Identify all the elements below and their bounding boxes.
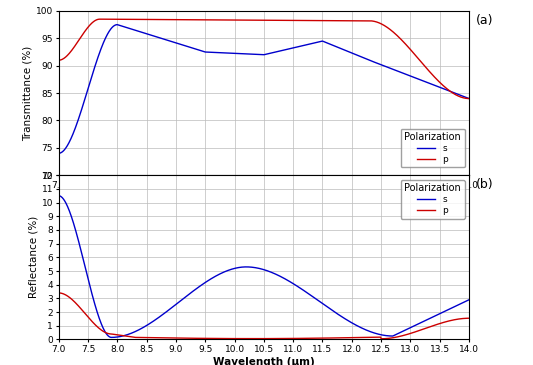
p — [222, 18, 228, 22]
p — [221, 337, 228, 341]
s — [466, 297, 472, 302]
s — [338, 46, 344, 51]
p — [337, 336, 344, 340]
Line: p: p — [59, 19, 469, 99]
Text: (a): (a) — [476, 14, 494, 27]
s — [376, 62, 382, 66]
s — [383, 65, 390, 69]
s — [98, 320, 104, 324]
s — [383, 334, 390, 338]
Y-axis label: Transmittance (%): Transmittance (%) — [23, 46, 33, 141]
s — [114, 23, 120, 27]
Legend: s, p: s, p — [401, 128, 465, 168]
p — [466, 316, 472, 320]
s — [237, 265, 243, 270]
p — [375, 335, 382, 339]
s — [237, 51, 243, 56]
p — [96, 17, 103, 22]
p — [237, 18, 243, 22]
s — [108, 335, 115, 339]
Y-axis label: Reflectance (%): Reflectance (%) — [29, 216, 39, 299]
Line: s: s — [59, 196, 469, 337]
s — [222, 269, 228, 274]
p — [383, 337, 390, 341]
p — [98, 327, 104, 332]
p — [466, 96, 472, 101]
s — [222, 51, 228, 55]
s — [466, 96, 472, 101]
Legend: s, p: s, p — [401, 180, 465, 219]
Text: (b): (b) — [476, 178, 494, 191]
p — [338, 19, 344, 23]
Line: p: p — [59, 293, 469, 339]
p — [55, 291, 62, 295]
s — [338, 314, 344, 318]
p — [378, 337, 384, 341]
p — [376, 21, 382, 25]
s — [98, 48, 104, 52]
p — [236, 337, 243, 341]
s — [376, 332, 382, 337]
X-axis label: Wavelength (μm): Wavelength (μm) — [213, 357, 314, 365]
p — [98, 17, 104, 22]
s — [55, 151, 62, 155]
X-axis label: Wavelength (μm): Wavelength (μm) — [213, 192, 314, 203]
p — [55, 58, 62, 62]
Line: s: s — [59, 25, 469, 153]
p — [383, 25, 390, 29]
s — [55, 193, 62, 198]
